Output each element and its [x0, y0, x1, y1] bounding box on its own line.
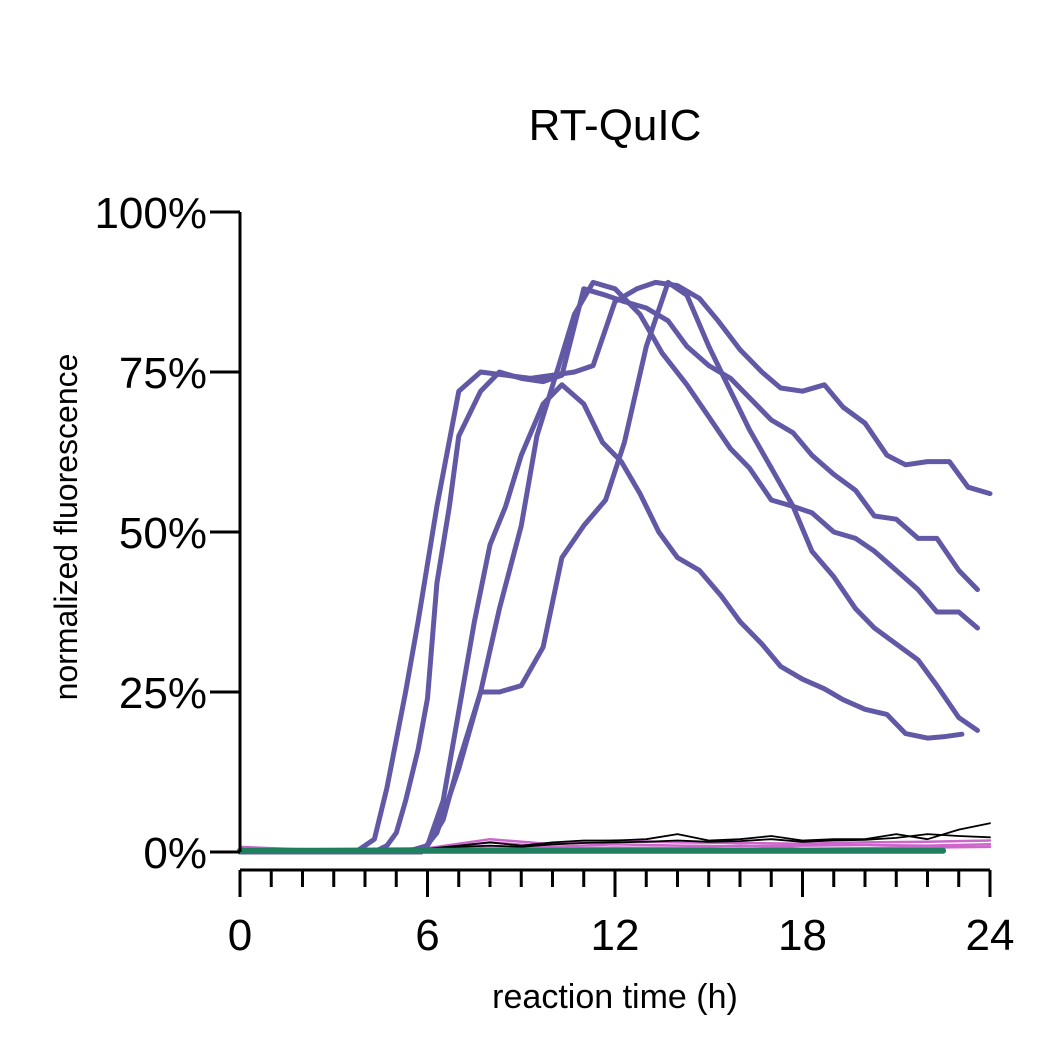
- series-line-negative-black-1: [239, 822, 991, 851]
- y-axis: 0% 25% 50% 75% 100%: [94, 189, 242, 878]
- x-tick-label: 6: [415, 911, 439, 960]
- y-tick-label: 75%: [119, 349, 207, 398]
- x-axis-label: reaction time (h): [492, 978, 738, 1016]
- x-tick-label: 18: [778, 911, 827, 960]
- x-axis: 0 6 12 18 24: [228, 868, 1015, 960]
- x-tick-label: 0: [228, 911, 252, 960]
- series-line-positive-5: [237, 279, 980, 855]
- series-line-positive-4: [237, 279, 980, 855]
- series-line-positive-2: [237, 286, 980, 855]
- series-line-positive-3: [237, 382, 965, 855]
- x-tick-label: 24: [966, 911, 1015, 960]
- x-tick-label: 12: [591, 911, 640, 960]
- y-axis-label: normalized fluorescence: [48, 354, 84, 701]
- plot-lines: [237, 279, 993, 855]
- y-tick-label: 50%: [119, 509, 207, 558]
- y-tick-label: 0%: [143, 829, 207, 878]
- y-tick-label: 25%: [119, 669, 207, 718]
- series-line-positive-1: [237, 279, 993, 855]
- y-tick-label: 100%: [94, 189, 207, 238]
- chart-title: RT-QuIC: [529, 101, 702, 150]
